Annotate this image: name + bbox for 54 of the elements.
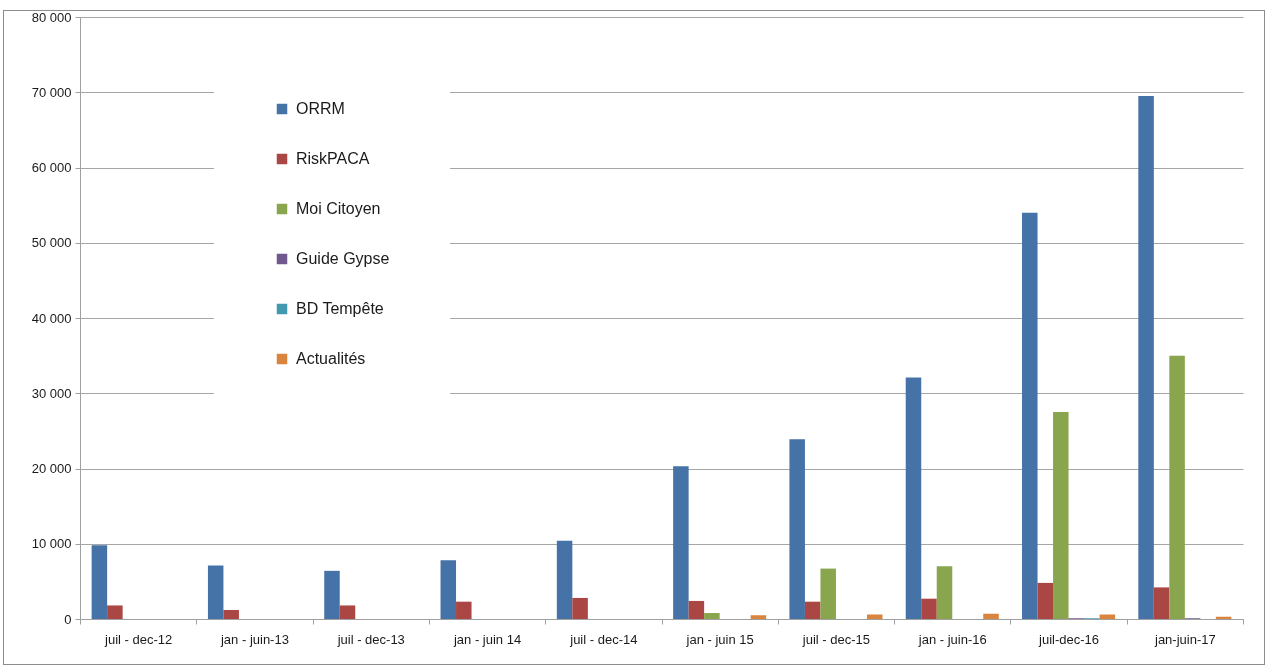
y-tick-label: 0: [64, 611, 72, 627]
bar: [704, 612, 720, 619]
x-tick-label: jan - juin 15: [685, 631, 754, 647]
bar: [572, 597, 588, 619]
x-tick-label: jan - juin 14: [452, 631, 522, 647]
bar: [440, 560, 457, 619]
legend-label: Guide Gypse: [296, 250, 390, 267]
bar: [339, 605, 356, 619]
bar: [1022, 212, 1038, 619]
y-tick-label: 60 000: [31, 160, 72, 175]
bar: [1153, 587, 1170, 619]
bar: [324, 570, 340, 619]
bar: [1099, 614, 1116, 619]
legend-label: BD Tempête: [296, 300, 384, 317]
x-tick-label: jan - juin-13: [219, 631, 289, 647]
bar: [107, 605, 123, 619]
bar: [456, 601, 472, 619]
bar: [1037, 582, 1054, 619]
bar: [1169, 355, 1185, 619]
x-tick-label: juil - dec-15: [801, 631, 871, 647]
bar: [936, 566, 953, 619]
bar: [789, 439, 805, 619]
bar: [804, 601, 821, 619]
bar: [921, 598, 937, 619]
bar: [91, 545, 108, 619]
legend-label: Moi Citoyen: [296, 200, 381, 217]
legend-label: ORRM: [296, 100, 345, 117]
bar: [688, 600, 705, 619]
y-tick-label: 40 000: [31, 310, 72, 326]
x-tick-label: juil - dec-12: [104, 631, 173, 647]
bar: [905, 377, 922, 619]
bar: [207, 565, 224, 619]
bar: [1053, 412, 1069, 619]
y-tick-label: 50 000: [31, 235, 72, 251]
x-tick-label: juil - dec-13: [336, 631, 405, 647]
y-tick-label: 20 000: [31, 461, 72, 476]
y-tick-label: 70 000: [31, 84, 72, 100]
legend-label: Actualités: [296, 350, 366, 367]
y-tick-label: 10 000: [31, 536, 72, 552]
y-tick-label: 80 000: [31, 9, 72, 25]
bar: [750, 615, 767, 619]
x-tick-label: jan - juin-16: [917, 631, 987, 647]
legend-label: RiskPACA: [296, 150, 370, 167]
y-tick-label: 30 000: [31, 385, 72, 401]
bar: [673, 466, 689, 619]
bar: [983, 613, 999, 619]
x-tick-label: jan-juin-17: [1154, 631, 1216, 647]
bar: [820, 568, 836, 619]
bar: [1138, 96, 1154, 619]
bar: [556, 540, 573, 619]
bar: [866, 614, 883, 619]
x-tick-label: juil-dec-16: [1038, 631, 1100, 647]
bar: [223, 609, 239, 619]
x-tick-label: juil - dec-14: [569, 631, 638, 647]
